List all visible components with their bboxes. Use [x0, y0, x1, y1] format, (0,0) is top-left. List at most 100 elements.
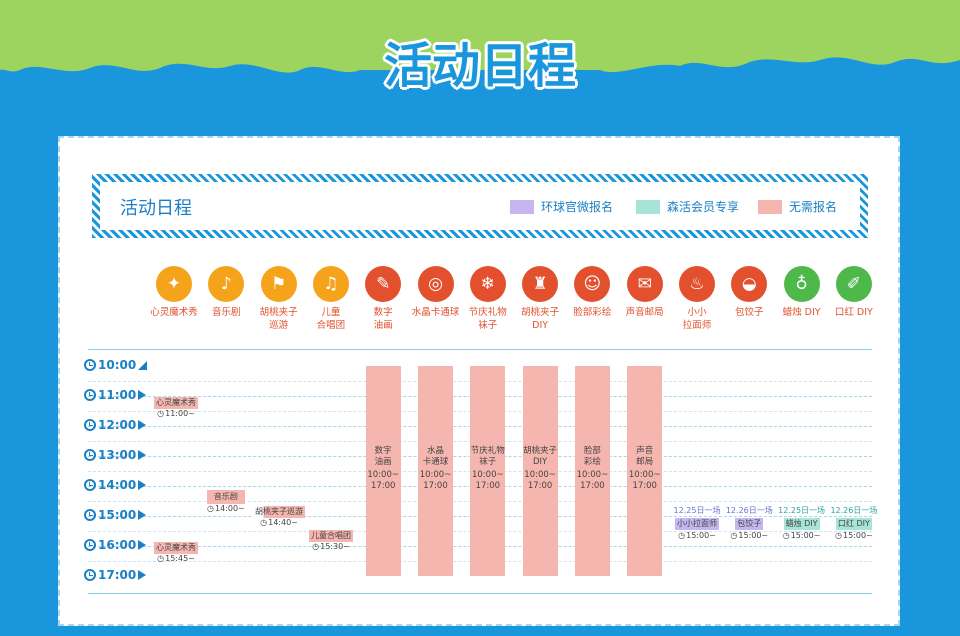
activity-label: 儿童 合唱团: [316, 307, 346, 331]
time-text: 12:00: [98, 418, 137, 432]
session-name: 小小拉面师: [675, 518, 719, 530]
lipstick-icon: ✐: [835, 266, 872, 302]
session-name: 蜡烛 DIY: [783, 518, 820, 530]
nutcracker-icon: ♜: [522, 266, 559, 302]
event-time: 11:00~: [154, 409, 198, 419]
session-name: 口红 DIY: [835, 518, 872, 530]
event-name: 心灵魔术秀: [154, 397, 198, 409]
all-day-bar: 节庆礼物 袜子 10:00~ 17:00: [470, 366, 506, 576]
time-label: 13:00: [84, 448, 147, 462]
bar-name: 脸部 彩绘: [583, 446, 601, 467]
event-time: 15:30~: [309, 542, 353, 552]
time-text: 10:00: [98, 358, 137, 372]
activity-label: 胡桃夹子 巡游: [259, 307, 298, 331]
event-nutcracker-parade: 胡桃夹子巡游 14:40~: [253, 506, 305, 528]
clock-icon: [84, 449, 96, 461]
page-title: 活动日程: [383, 38, 576, 94]
bar-name: 胡桃夹子 DIY: [523, 446, 558, 467]
time-text: 17:00: [98, 568, 137, 582]
icon-glyph: ✦: [166, 274, 182, 294]
event-magic-show-1: 心灵魔术秀 11:00~: [154, 397, 198, 419]
legend-item-weibo: 环球官微报名: [510, 198, 613, 215]
activity-label: 声音邮局: [625, 307, 664, 318]
all-day-bar: 胡桃夹子 DIY 10:00~ 17:00: [522, 366, 558, 576]
bar-name: 水晶 卡通球: [422, 446, 449, 467]
parade-icon: ⚑: [260, 266, 297, 302]
arrow-marker: [138, 540, 147, 550]
time-label: 16:00: [84, 538, 147, 552]
time-label: 17:00: [84, 568, 147, 582]
time-label: 10:00: [84, 358, 148, 372]
event-time: 14:40~: [253, 518, 305, 528]
icon-glyph: ✐: [846, 274, 862, 294]
icon-glyph: ⚑: [270, 274, 287, 294]
icon-glyph: ♜: [532, 274, 548, 294]
activity-label: 脸部彩绘: [573, 307, 612, 318]
activity-label: 小小 拉面师: [682, 307, 712, 331]
arrow-marker: [138, 480, 147, 490]
bar-time: 10:00~ 17:00: [471, 470, 504, 491]
event-name: 儿童合唱团: [309, 530, 353, 542]
event-musical: 音乐剧 14:00~: [207, 490, 245, 514]
activity-label: 水晶卡通球: [411, 307, 460, 318]
singer-icon: ♫: [312, 266, 349, 302]
legend-item-free: 无需报名: [758, 198, 837, 215]
activity-label: 数字 油画: [373, 307, 393, 331]
time-text: 11:00: [98, 388, 137, 402]
activity-label: 音乐剧: [212, 307, 241, 318]
time-text: 15:00: [98, 508, 137, 522]
icon-glyph: ♁: [795, 274, 808, 294]
noodle-bowl-icon: ♨: [679, 266, 715, 302]
session-event: 12.26日一场包饺子15:00~: [723, 506, 775, 541]
bar-time: 10:00~ 17:00: [576, 470, 609, 491]
bar-time: 10:00~ 17:00: [524, 470, 556, 491]
bar-time: 10:00~ 17:00: [628, 470, 661, 491]
activity-label: 节庆礼物 袜子: [468, 307, 507, 331]
session-event: 12.25日一场小小拉面师15:00~: [671, 506, 723, 541]
activity-label: 包饺子: [735, 307, 764, 318]
activity-label: 胡桃夹子 DIY: [521, 307, 560, 331]
session-time: 15:00~: [723, 531, 775, 541]
session-date: 12.25日一场: [778, 506, 826, 515]
activity-label: 口红 DIY: [834, 307, 873, 318]
icon-glyph: ✉: [637, 274, 652, 294]
icon-glyph: ♨: [689, 274, 705, 294]
all-day-bar: 脸部 彩绘 10:00~ 17:00: [574, 366, 610, 576]
legend-label: 环球官微报名: [541, 200, 614, 214]
event-name: 音乐剧: [207, 490, 245, 504]
bar-name: 声音 邮局: [636, 446, 654, 467]
clock-icon: [84, 569, 96, 581]
legend-label: 无需报名: [789, 200, 838, 214]
session-date: 12.26日一场: [725, 506, 773, 515]
session-date: 12.25日一场: [673, 506, 721, 515]
performer-icon: ♪: [208, 266, 245, 302]
bar-name: 节庆礼物 袜子: [470, 446, 505, 467]
legend-swatch: [510, 199, 534, 214]
bar-time: 10:00~ 17:00: [367, 470, 399, 491]
arrow-marker: [138, 570, 147, 580]
arrow-marker: [138, 450, 147, 460]
grid-top-line: [88, 349, 872, 350]
icon-glyph: ♪: [220, 274, 232, 294]
session-date: 12.26日一场: [830, 506, 878, 515]
icon-glyph: ☺: [583, 274, 602, 294]
event-children-choir: 儿童合唱团 15:30~: [309, 530, 353, 552]
arrow-marker: [138, 420, 147, 430]
clock-icon: [84, 479, 96, 491]
legend-label: 森活会员专享: [667, 200, 740, 214]
session-name: 包饺子: [735, 518, 764, 530]
time-label: 14:00: [84, 478, 147, 492]
arrow-marker: [138, 360, 148, 370]
event-magic-show-2: 心灵魔术秀 15:45~: [154, 542, 198, 564]
all-day-bar: 水晶 卡通球 10:00~ 17:00: [418, 366, 453, 576]
icon-glyph: ♫: [323, 274, 339, 294]
legend-item-member: 森活会员专享: [636, 198, 739, 215]
time-text: 16:00: [98, 538, 137, 552]
banner-title: 活动日程: [120, 198, 192, 219]
clock-icon: [84, 539, 96, 551]
arrow-marker: [138, 510, 147, 520]
stocking-icon: ❄: [469, 266, 506, 302]
bar-name: 数字 油画: [374, 446, 392, 467]
clock-icon: [84, 419, 96, 431]
